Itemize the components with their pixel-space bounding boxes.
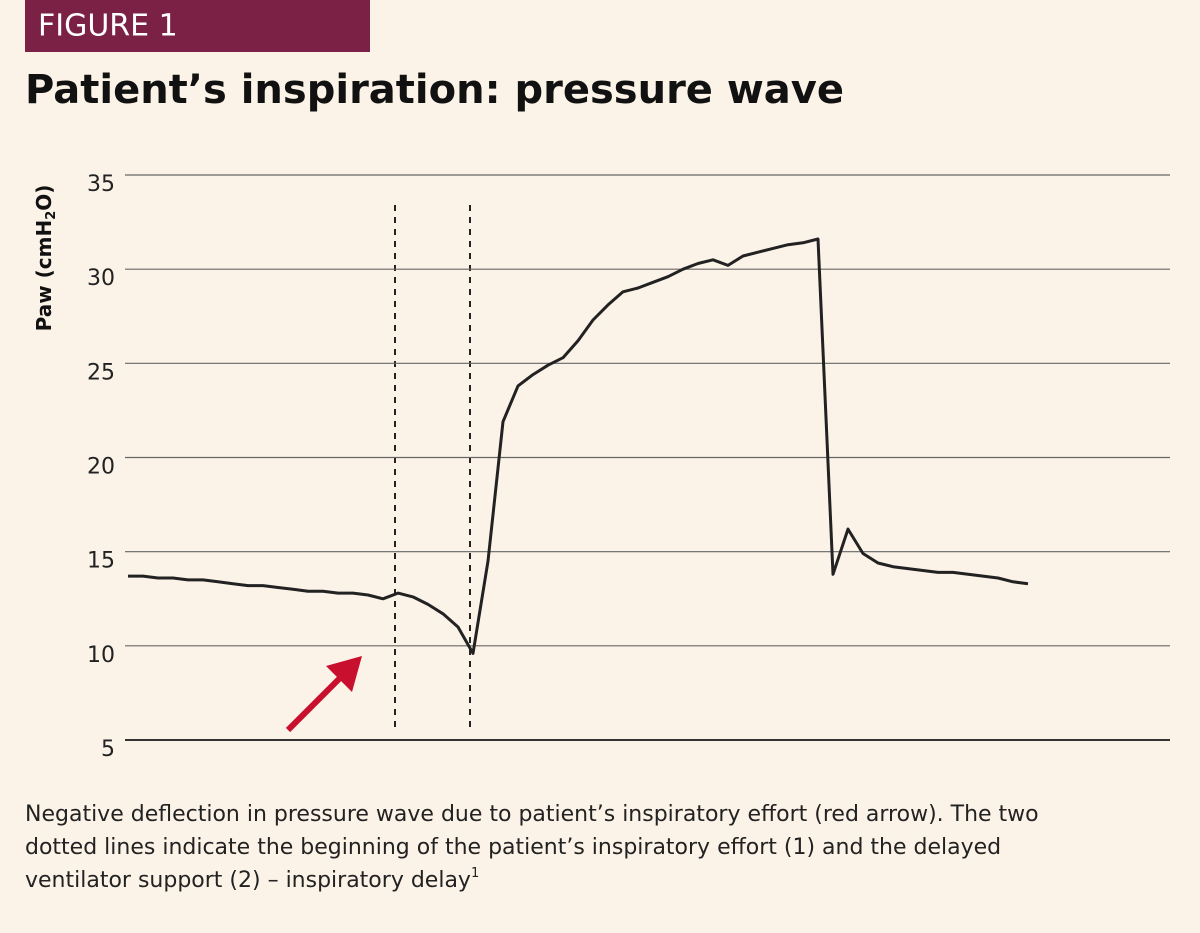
caption-text: ventilator support (2) – inspiratory del… [25,868,471,893]
caption-line: ventilator support (2) – inspiratory del… [25,866,479,894]
figure-label-box [25,0,370,52]
y-tick-label: 30 [87,266,115,291]
chart-title: Patient’s inspiration: pressure wave [25,67,844,113]
y-tick-label: 25 [87,360,115,385]
y-axis-label-sub: 2 [44,211,59,220]
y-axis-label-part: O) [32,185,56,211]
red-arrow [285,656,362,733]
figure-label: FIGURE 1 [38,9,178,44]
pressure-line [128,237,1029,655]
y-tick-label: 20 [87,455,115,480]
y-tick-label: 15 [87,549,115,574]
y-tick-label: 35 [87,172,115,197]
footnote-mark: 1 [471,866,479,881]
y-tick-label: 10 [87,643,115,668]
y-axis-label: Paw (cmH2O) [32,185,59,332]
y-axis-label-part: Paw (cmH [32,220,56,332]
caption-line: dotted lines indicate the beginning of t… [25,835,1001,860]
y-tick-label: 5 [101,737,115,762]
arrow-head [326,656,362,692]
caption-line: Negative deflection in pressure wave due… [25,802,1039,827]
